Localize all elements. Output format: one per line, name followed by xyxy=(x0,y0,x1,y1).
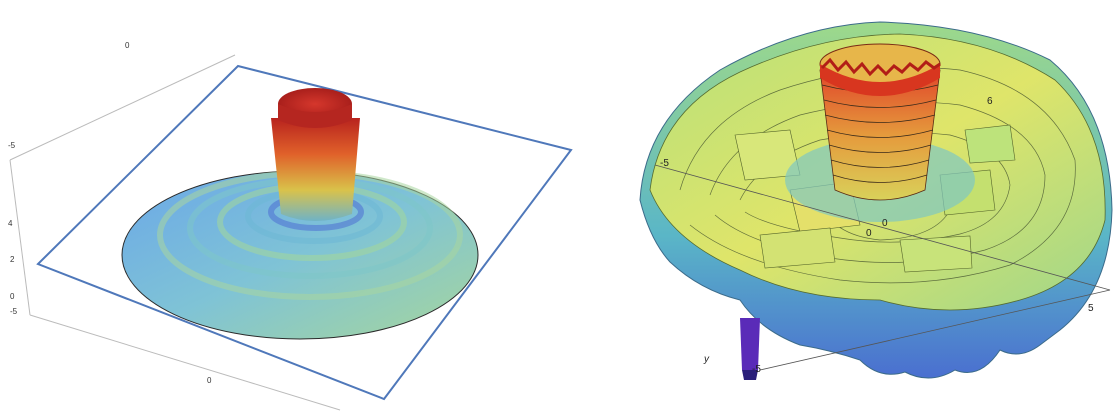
tower-jagged-edge xyxy=(820,57,941,77)
tick-z-minus5: -5 xyxy=(8,141,16,150)
axis-line-vertical xyxy=(9,159,31,316)
tick-bottom-minus5: -5 xyxy=(10,307,18,316)
cylinder-rim xyxy=(278,104,352,128)
tick-center-0b: 0 xyxy=(866,228,872,239)
axis-line-bottom xyxy=(29,314,341,411)
tick-right-5: 5 xyxy=(1088,303,1094,314)
tick-center-0: 0 xyxy=(882,218,888,229)
tick-bottom-axis-0: 0 xyxy=(207,376,212,385)
axis-line-top xyxy=(9,54,236,161)
spike-tip xyxy=(742,370,758,380)
central-tower xyxy=(819,69,941,201)
axis-label-y: y xyxy=(703,354,710,365)
frame-box xyxy=(36,64,573,401)
downward-spike xyxy=(740,318,760,370)
right-plot: -5 0 0 5 -5 y 6 xyxy=(639,21,1113,380)
tower-rim xyxy=(820,64,940,96)
tick-right-6: 6 xyxy=(987,96,993,107)
ripple-rings xyxy=(157,170,463,300)
left-plot: 0 -5 4 2 0 -5 0 xyxy=(8,41,573,411)
left-axes xyxy=(9,54,341,411)
tick-z-0: 0 xyxy=(10,292,15,301)
tick-top-axis-0: 0 xyxy=(125,41,130,50)
right-axes xyxy=(654,164,1111,371)
tick-z-2: 2 xyxy=(10,255,15,264)
tower-contours xyxy=(821,84,939,183)
central-cylinder xyxy=(271,118,360,221)
tick-z-4: 4 xyxy=(8,219,13,228)
tick-left-minus5: -5 xyxy=(660,158,669,169)
tick-bottom-minus5: -5 xyxy=(752,364,761,375)
